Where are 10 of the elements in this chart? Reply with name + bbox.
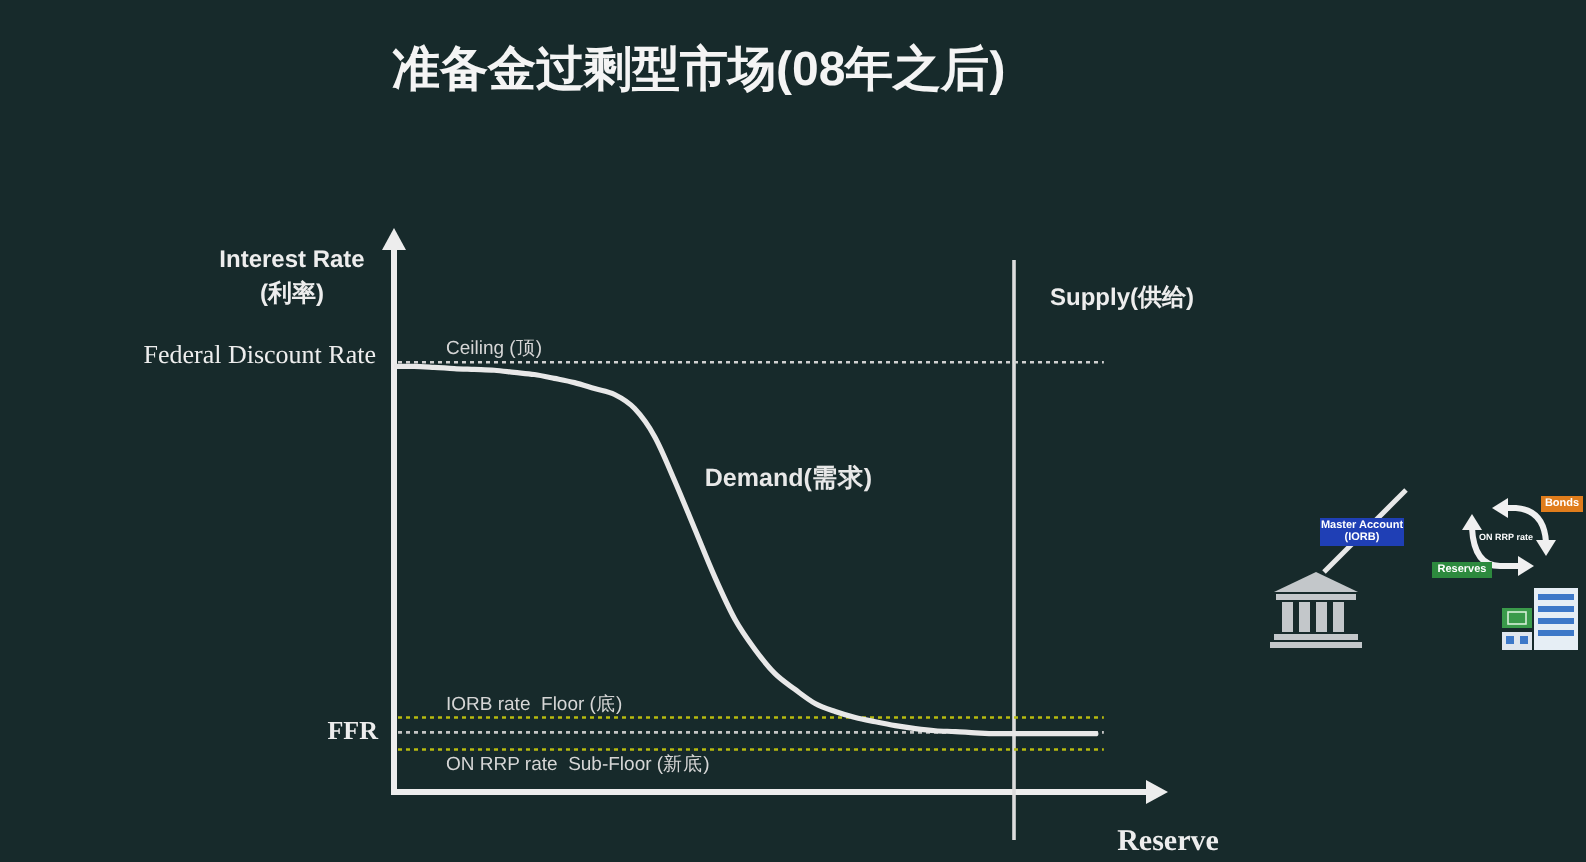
y-axis-title: Interest Rate (利率)	[219, 244, 366, 307]
ref-line-label: ON RRP rate Sub-Floor (新底)	[446, 752, 710, 777]
text: FFR	[327, 714, 380, 745]
ref-line-label: Ceiling (顶)	[446, 338, 543, 361]
text: Federal Discount Rate	[143, 338, 377, 369]
x-axis-title: Reserve	[1117, 825, 1220, 858]
chart-title: 准备金过剩型市场(08年之后)	[392, 43, 1006, 98]
text: Supply(供给)	[1050, 282, 1194, 311]
series-label: Demand(需求)	[704, 461, 873, 492]
ref-line-label: IORB rate Floor (底)	[446, 691, 623, 716]
